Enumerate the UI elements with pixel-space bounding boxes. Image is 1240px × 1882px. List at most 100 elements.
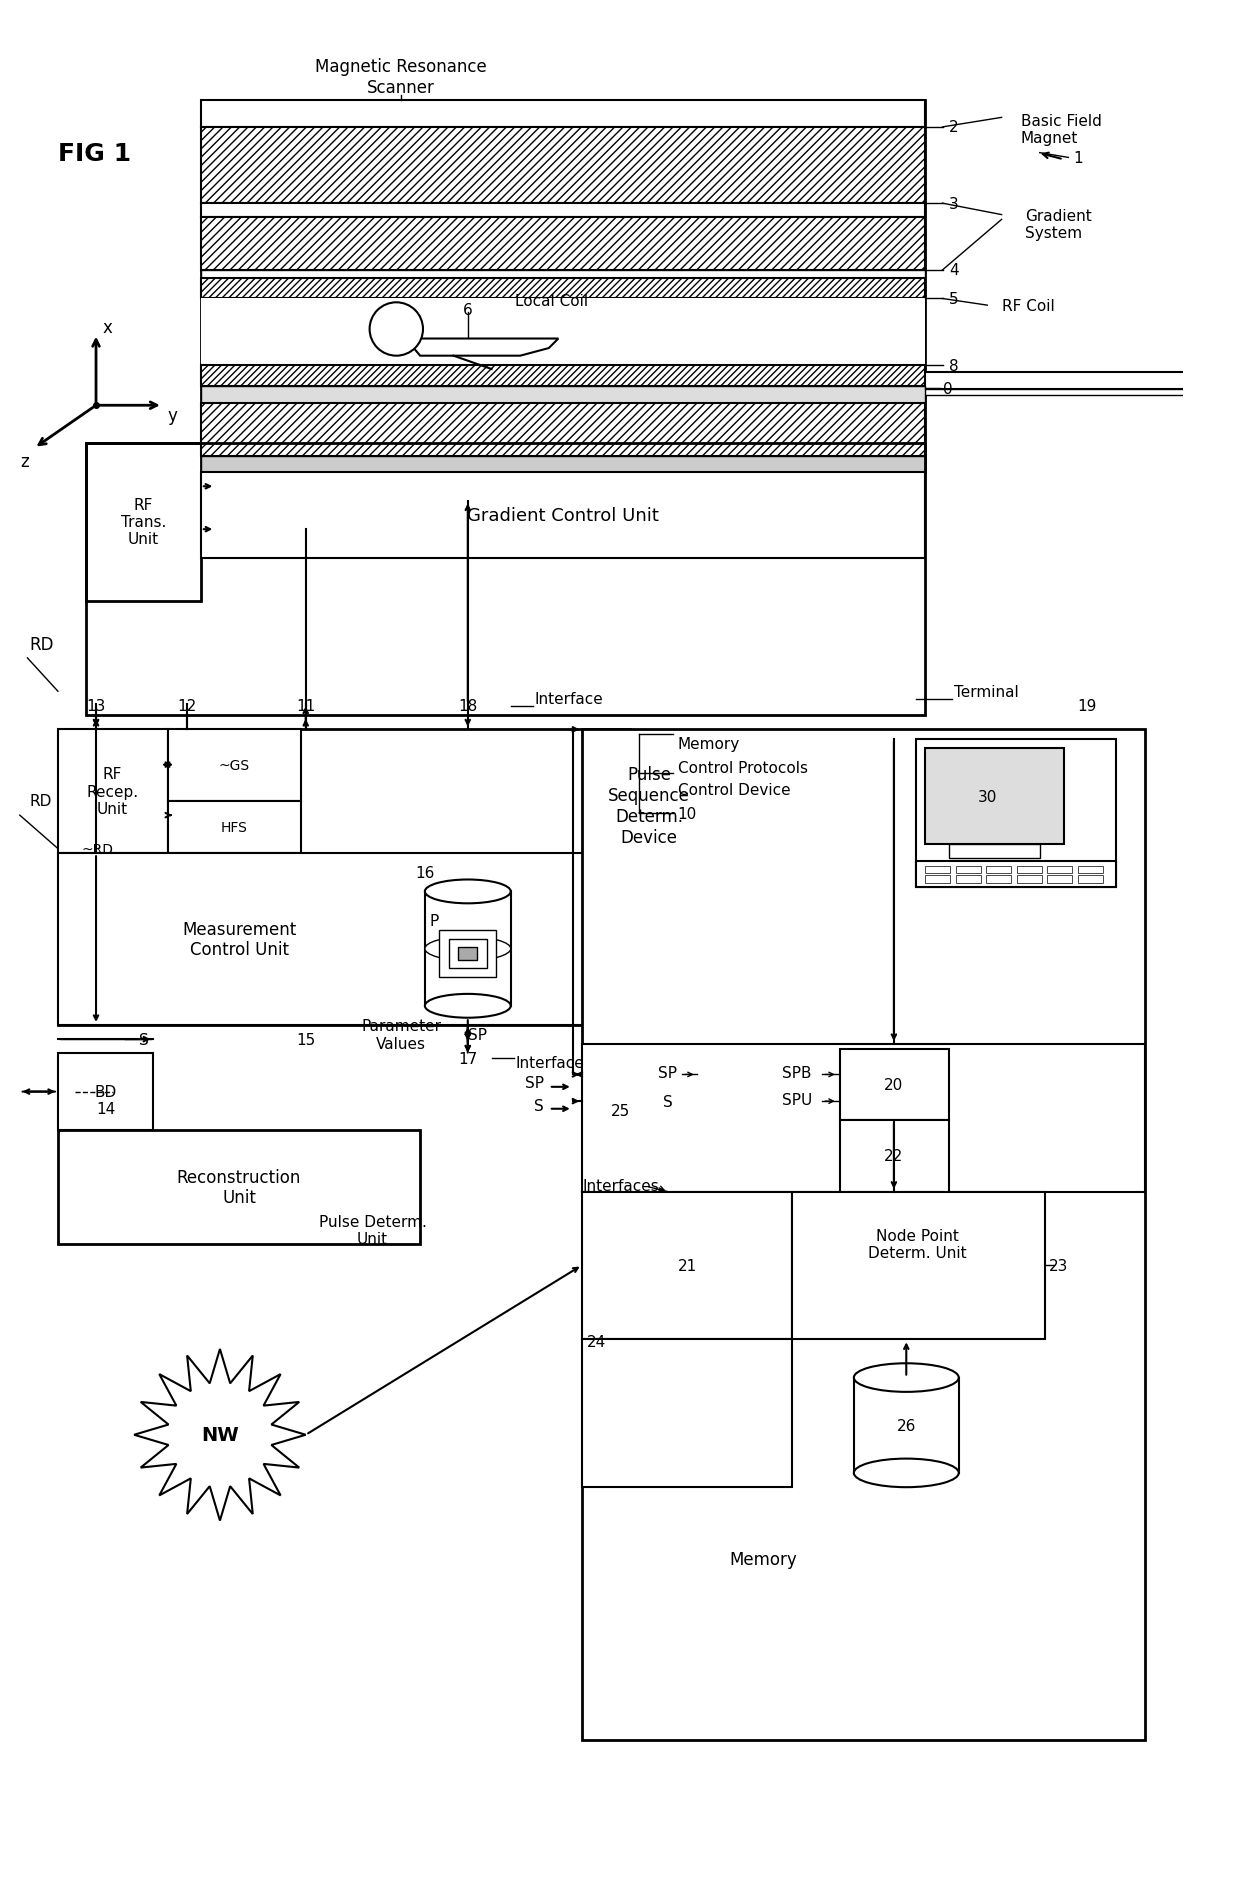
Text: SP: SP xyxy=(658,1065,677,1080)
Text: 30: 30 xyxy=(977,789,997,804)
Text: Terminal: Terminal xyxy=(954,685,1019,700)
Text: 26: 26 xyxy=(897,1417,916,1432)
Bar xyxy=(201,405,925,457)
Bar xyxy=(58,1054,154,1129)
Bar xyxy=(839,1048,949,1120)
Bar xyxy=(459,947,477,960)
Text: RD: RD xyxy=(30,636,53,653)
Text: 12: 12 xyxy=(177,698,196,713)
Text: SP: SP xyxy=(525,1075,544,1090)
Text: Memory: Memory xyxy=(677,736,740,751)
Ellipse shape xyxy=(425,994,511,1018)
Bar xyxy=(201,102,925,128)
Ellipse shape xyxy=(425,937,511,962)
Text: S: S xyxy=(139,1031,149,1046)
Text: Gradient
System: Gradient System xyxy=(1025,209,1092,241)
Bar xyxy=(916,740,1116,886)
Bar xyxy=(949,845,1040,858)
Text: RD: RD xyxy=(30,794,52,809)
Bar xyxy=(1078,875,1102,883)
Text: ~GS: ~GS xyxy=(218,758,249,772)
Bar xyxy=(956,866,981,873)
Bar xyxy=(201,299,925,365)
Bar xyxy=(792,1191,1044,1340)
Text: ~RD: ~RD xyxy=(82,841,114,856)
Text: 1: 1 xyxy=(1073,151,1083,166)
Bar xyxy=(1017,875,1042,883)
Text: S: S xyxy=(534,1099,544,1114)
Text: NW: NW xyxy=(201,1425,239,1445)
Text: Reconstruction
Unit: Reconstruction Unit xyxy=(177,1169,301,1206)
Text: 0: 0 xyxy=(942,382,952,397)
Bar xyxy=(449,939,487,967)
Ellipse shape xyxy=(425,881,511,903)
Bar xyxy=(248,390,1240,395)
Text: 18: 18 xyxy=(458,698,477,713)
Text: 24: 24 xyxy=(587,1334,606,1349)
Text: SP: SP xyxy=(467,1028,487,1043)
Text: 15: 15 xyxy=(296,1031,315,1046)
Text: 3: 3 xyxy=(949,196,959,211)
Bar xyxy=(58,1129,420,1244)
Text: Measurement
Control Unit: Measurement Control Unit xyxy=(182,920,296,960)
Text: 22: 22 xyxy=(884,1148,904,1163)
Bar xyxy=(201,102,925,472)
Text: Parameter
Values: Parameter Values xyxy=(361,1018,441,1050)
Bar xyxy=(582,1191,792,1340)
Text: 5: 5 xyxy=(949,292,959,307)
Text: 14: 14 xyxy=(95,1101,115,1116)
Text: 11: 11 xyxy=(296,698,315,713)
Text: Control Protocols: Control Protocols xyxy=(677,760,807,775)
Text: Gradient Control Unit: Gradient Control Unit xyxy=(467,506,658,525)
Bar xyxy=(1078,866,1102,873)
Bar xyxy=(58,730,167,854)
Bar xyxy=(986,866,1011,873)
Text: RF
Recep.
Unit: RF Recep. Unit xyxy=(86,768,139,817)
Bar xyxy=(201,128,925,203)
Text: FIG 1: FIG 1 xyxy=(58,141,131,166)
Bar xyxy=(201,279,925,299)
Text: 10: 10 xyxy=(677,805,697,821)
Text: 13: 13 xyxy=(87,698,105,713)
Text: 23: 23 xyxy=(1049,1257,1069,1272)
Text: Control Device: Control Device xyxy=(677,783,790,798)
Text: x: x xyxy=(103,318,113,337)
Text: Pulse
Sequence
Determ.
Device: Pulse Sequence Determ. Device xyxy=(608,766,689,847)
Bar xyxy=(201,365,925,388)
Circle shape xyxy=(370,303,423,356)
Text: BD: BD xyxy=(94,1084,117,1099)
Ellipse shape xyxy=(854,1459,959,1487)
Polygon shape xyxy=(405,339,558,356)
Bar xyxy=(167,802,301,854)
Text: P: P xyxy=(429,913,439,928)
Bar xyxy=(58,854,630,1026)
Text: RF Coil: RF Coil xyxy=(1002,299,1054,314)
Text: 8: 8 xyxy=(949,358,959,373)
Bar xyxy=(925,875,950,883)
Bar xyxy=(925,866,950,873)
Text: 6: 6 xyxy=(463,303,472,318)
Bar xyxy=(201,388,925,405)
Bar xyxy=(582,730,1145,1739)
Text: HFS: HFS xyxy=(221,821,248,834)
Bar xyxy=(58,730,630,1026)
Text: S: S xyxy=(663,1093,673,1108)
Text: 2: 2 xyxy=(949,120,959,136)
Text: Magnetic Resonance
Scanner: Magnetic Resonance Scanner xyxy=(315,58,487,96)
Polygon shape xyxy=(134,1349,306,1521)
Bar xyxy=(916,862,1116,886)
Bar xyxy=(201,271,925,279)
Text: SPB: SPB xyxy=(782,1065,811,1080)
Text: Interfaces: Interfaces xyxy=(582,1178,658,1193)
Text: SPU: SPU xyxy=(781,1092,812,1107)
Text: RF
Trans.
Unit: RF Trans. Unit xyxy=(122,497,166,548)
Bar xyxy=(201,203,925,218)
Text: Interface: Interface xyxy=(516,1056,584,1071)
Bar xyxy=(582,1340,792,1487)
Text: 19: 19 xyxy=(1078,698,1097,713)
Bar xyxy=(582,1045,1145,1191)
Bar xyxy=(1048,866,1073,873)
Bar xyxy=(87,444,201,602)
Text: 16: 16 xyxy=(415,866,434,881)
Bar xyxy=(167,730,301,802)
